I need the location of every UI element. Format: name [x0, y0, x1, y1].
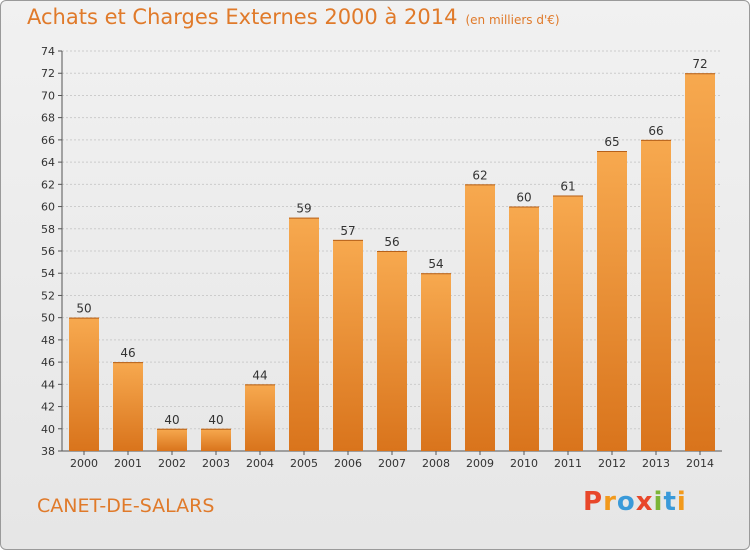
bar-2010 [509, 206, 539, 451]
value-label-2005: 59 [296, 202, 311, 216]
y-tick-label: 42 [41, 401, 55, 414]
value-label-2002: 40 [164, 413, 179, 427]
y-tick-label: 58 [41, 223, 55, 236]
y-tick-label: 66 [41, 134, 55, 147]
value-label-2010: 60 [516, 191, 531, 205]
axes: 38 40 42 44 46 48 50 52 54 56 58 60 62 64 66 68 70 72 74 20… [41, 45, 722, 470]
y-tick-label: 40 [41, 423, 55, 436]
bar-2012 [597, 151, 627, 451]
logo-letter: t [663, 487, 677, 517]
value-label-2012: 65 [604, 135, 619, 149]
logo-letter: o [616, 487, 636, 517]
y-tick-label: 38 [41, 445, 55, 458]
logo-letter: i [653, 487, 664, 517]
value-label-2011: 61 [560, 179, 575, 193]
x-tick-label-2000: 2000 [70, 457, 98, 470]
x-tick-label-2006: 2006 [334, 457, 362, 470]
bar-2000 [69, 317, 99, 451]
proxiti-logo: Proxiti [583, 487, 687, 517]
y-tick-label: 52 [41, 289, 55, 302]
y-tick-label: 56 [41, 245, 55, 258]
x-tick-label-2003: 2003 [202, 457, 230, 470]
y-tick-label: 60 [41, 201, 55, 214]
y-tick-label: 48 [41, 334, 55, 347]
logo-letter: x [635, 487, 654, 517]
y-tick-label: 46 [41, 356, 55, 369]
bar-2003 [201, 428, 231, 451]
logo-letter: i [676, 487, 687, 517]
value-label-2008: 54 [428, 257, 443, 271]
bar-2005 [289, 217, 319, 451]
value-label-2000: 50 [76, 302, 91, 316]
bar-2006 [333, 239, 363, 451]
x-tick-label-2014: 2014 [686, 457, 714, 470]
value-label-2001: 46 [120, 346, 135, 360]
y-tick-label: 72 [41, 67, 55, 80]
x-tick-label-2009: 2009 [466, 457, 494, 470]
value-label-2007: 56 [384, 235, 399, 249]
x-tick-label-2012: 2012 [598, 457, 626, 470]
bar-2011 [553, 195, 583, 451]
x-tick-label-2013: 2013 [642, 457, 670, 470]
bar-2014 [685, 73, 715, 451]
bars [69, 73, 715, 452]
value-label-2004: 44 [252, 368, 267, 382]
bar-2009 [465, 184, 495, 452]
chart-title: Achats et Charges Externes 2000 à 2014 (e… [27, 5, 560, 29]
x-tick-label-2004: 2004 [246, 457, 274, 470]
y-tick-label: 68 [41, 112, 55, 125]
logo-letter: r [603, 487, 617, 517]
bar-2001 [113, 362, 143, 451]
y-tick-label: 54 [41, 267, 55, 280]
bar-2004 [245, 384, 275, 451]
bar-2002 [157, 428, 187, 451]
x-tick-label-2008: 2008 [422, 457, 450, 470]
value-label-2014: 72 [692, 57, 707, 71]
x-tick-label-2002: 2002 [158, 457, 186, 470]
y-tick-label: 50 [41, 312, 55, 325]
y-tick-label: 62 [41, 178, 55, 191]
value-label-2013: 66 [648, 124, 663, 138]
x-tick-label-2011: 2011 [554, 457, 582, 470]
commune-name: CANET-DE-SALARS [37, 495, 215, 517]
x-tick-label-2007: 2007 [378, 457, 406, 470]
logo-letter: P [583, 487, 604, 517]
bar-2007 [377, 251, 407, 451]
y-tick-label: 64 [41, 156, 55, 169]
y-tick-label: 44 [41, 378, 55, 391]
x-tick-label-2005: 2005 [290, 457, 318, 470]
x-tick-label-2001: 2001 [114, 457, 142, 470]
y-tick-label: 70 [41, 89, 55, 102]
chart-title-text: Achats et Charges Externes 2000 à 2014 [27, 5, 458, 29]
value-label-2009: 62 [472, 168, 487, 182]
bar-2008 [421, 273, 451, 451]
value-label-2003: 40 [208, 413, 223, 427]
x-tick-label-2010: 2010 [510, 457, 538, 470]
bar-2013 [641, 139, 671, 451]
y-tick-label: 74 [41, 45, 55, 58]
chart-unit: (en milliers d'€) [465, 13, 560, 27]
data-labels: 50 46 40 40 44 59 57 56 54 62 60 61 65 66 72 [76, 57, 707, 427]
value-label-2006: 57 [340, 224, 355, 238]
